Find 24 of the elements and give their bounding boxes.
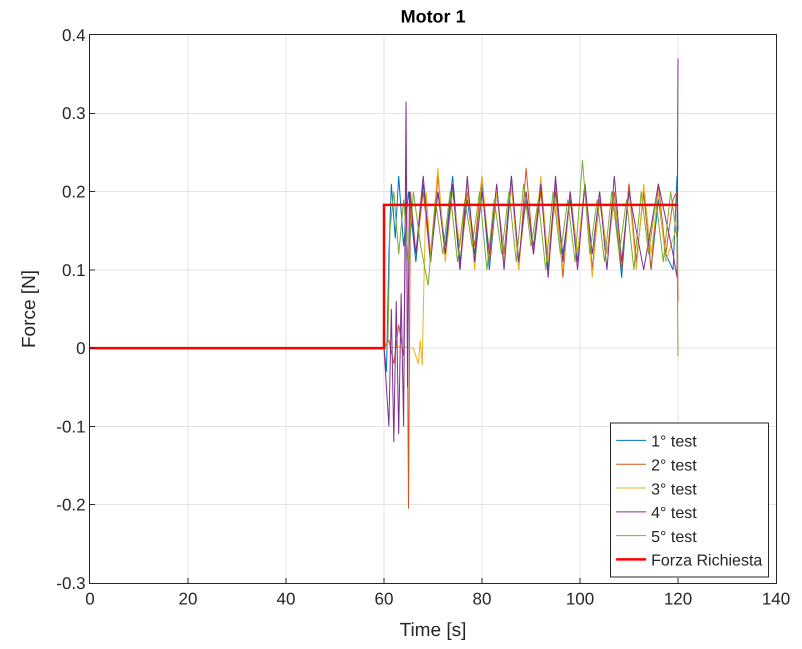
- x-tick-label: 60: [374, 589, 394, 608]
- x-tick-label: 100: [566, 589, 594, 608]
- legend-label: 3° test: [651, 481, 698, 498]
- y-tick-label: 0.4: [62, 26, 86, 45]
- x-tick-label: 80: [472, 589, 492, 608]
- y-tick-label: 0: [76, 339, 86, 358]
- y-tick-label: -0.1: [56, 417, 86, 436]
- legend-label: 2° test: [651, 457, 698, 474]
- x-tick-label: 40: [276, 589, 296, 608]
- legend-label: Forza Richiesta: [651, 552, 762, 570]
- chart-title: Motor 1: [400, 6, 466, 26]
- x-tick-label: 20: [178, 589, 198, 608]
- y-axis-title: Force [N]: [19, 270, 40, 348]
- y-tick-label: -0.3: [56, 574, 86, 593]
- y-tick-label: 0.2: [62, 182, 86, 202]
- y-tick-label: 0.1: [62, 260, 86, 280]
- legend-label: 1° test: [651, 434, 698, 451]
- legend-label: 4° test: [651, 505, 698, 522]
- x-axis-title: Time [s]: [400, 620, 466, 642]
- legend-label: 5° test: [651, 528, 698, 546]
- y-tick-label: -0.2: [56, 496, 86, 515]
- y-tick-label: 0.3: [62, 104, 86, 124]
- x-tick-label: 120: [664, 589, 692, 608]
- x-tick-label: 140: [762, 589, 790, 608]
